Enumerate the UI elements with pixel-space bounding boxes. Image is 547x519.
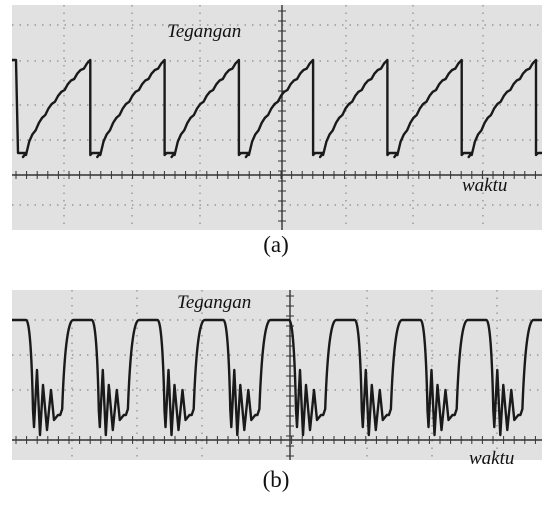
oscilloscope-panel-a: Tegangan waktu xyxy=(12,5,542,230)
caption-a: (a) xyxy=(263,232,289,257)
waveform-trace xyxy=(12,58,542,159)
caption-b: (b) xyxy=(262,467,290,492)
voltage-axis-label-b: Tegangan xyxy=(177,292,252,313)
graticule xyxy=(12,5,542,230)
oscilloscope-screen-a xyxy=(12,5,542,230)
screen-background xyxy=(12,290,542,460)
oscilloscope-panel-b: Tegangan waktu xyxy=(12,290,542,469)
time-axis-label-b: waktu xyxy=(469,448,515,469)
axis-ticks xyxy=(15,10,536,222)
voltage-axis-label-a: Tegangan xyxy=(167,21,242,42)
waveform-trace xyxy=(12,318,542,437)
time-axis-label-a: waktu xyxy=(462,175,508,196)
screen-background xyxy=(12,5,542,230)
oscilloscope-screen-b xyxy=(12,290,542,460)
